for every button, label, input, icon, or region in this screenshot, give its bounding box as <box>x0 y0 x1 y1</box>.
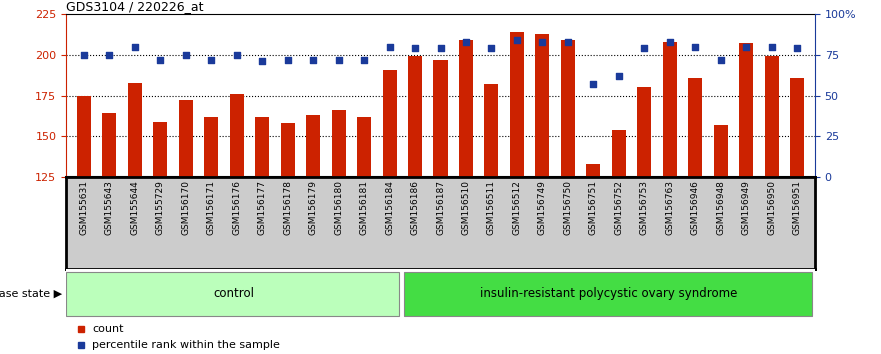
Text: GSM155643: GSM155643 <box>105 180 114 235</box>
Text: control: control <box>213 287 255 300</box>
Point <box>459 39 473 45</box>
Point <box>281 57 295 63</box>
Bar <box>561 40 575 177</box>
Point <box>102 52 116 58</box>
Text: disease state ▶: disease state ▶ <box>0 289 62 299</box>
Point <box>382 44 396 50</box>
Text: GSM156951: GSM156951 <box>793 180 802 235</box>
Text: GSM156176: GSM156176 <box>233 180 241 235</box>
Bar <box>765 57 779 177</box>
Text: GSM156178: GSM156178 <box>283 180 292 235</box>
Bar <box>77 96 91 177</box>
Text: GSM156510: GSM156510 <box>462 180 470 235</box>
Text: GSM156753: GSM156753 <box>640 180 648 235</box>
Text: GSM156752: GSM156752 <box>614 180 623 235</box>
Point <box>790 46 804 51</box>
Point <box>306 57 320 63</box>
Point <box>485 46 499 51</box>
Text: GSM156186: GSM156186 <box>411 180 419 235</box>
Bar <box>637 87 651 177</box>
Text: GSM156751: GSM156751 <box>589 180 598 235</box>
Point <box>561 39 575 45</box>
Point <box>179 52 193 58</box>
Text: insulin-resistant polycystic ovary syndrome: insulin-resistant polycystic ovary syndr… <box>479 287 737 300</box>
Point <box>637 46 651 51</box>
Bar <box>230 94 244 177</box>
Point <box>230 52 244 58</box>
Point <box>688 44 702 50</box>
Point <box>204 57 218 63</box>
Point <box>663 39 677 45</box>
Text: count: count <box>93 324 124 334</box>
Text: GSM156950: GSM156950 <box>767 180 776 235</box>
Bar <box>204 117 218 177</box>
Point <box>510 38 524 43</box>
Text: GSM156177: GSM156177 <box>258 180 267 235</box>
Point <box>408 46 422 51</box>
Text: GSM156181: GSM156181 <box>359 180 368 235</box>
Bar <box>331 110 345 177</box>
Point <box>536 39 550 45</box>
Text: GSM155729: GSM155729 <box>156 180 165 235</box>
Text: GSM156946: GSM156946 <box>691 180 700 235</box>
Bar <box>663 42 677 177</box>
Bar <box>408 57 422 177</box>
Bar <box>179 101 193 177</box>
Bar <box>714 125 728 177</box>
Point <box>331 57 345 63</box>
Point <box>586 81 600 87</box>
Point <box>77 52 91 58</box>
Point <box>765 44 779 50</box>
Text: GSM156179: GSM156179 <box>308 180 318 235</box>
Bar <box>688 78 702 177</box>
Point <box>739 44 753 50</box>
Point <box>433 46 448 51</box>
Bar <box>66 272 399 316</box>
Bar <box>404 272 812 316</box>
Bar <box>153 122 167 177</box>
Text: GSM156763: GSM156763 <box>665 180 674 235</box>
Text: GSM156180: GSM156180 <box>334 180 343 235</box>
Point <box>357 57 371 63</box>
Bar <box>255 117 270 177</box>
Text: GSM155631: GSM155631 <box>79 180 88 235</box>
Bar <box>536 34 550 177</box>
Bar <box>510 32 524 177</box>
Bar <box>611 130 626 177</box>
Bar <box>433 60 448 177</box>
Bar <box>485 84 499 177</box>
Bar <box>587 164 600 177</box>
Point <box>153 57 167 63</box>
Bar <box>739 44 753 177</box>
Bar <box>357 117 371 177</box>
Text: GSM156170: GSM156170 <box>181 180 190 235</box>
Point <box>255 58 270 64</box>
Text: GDS3104 / 220226_at: GDS3104 / 220226_at <box>66 0 204 13</box>
Text: percentile rank within the sample: percentile rank within the sample <box>93 340 280 350</box>
Text: GSM156171: GSM156171 <box>207 180 216 235</box>
Text: GSM156184: GSM156184 <box>385 180 394 235</box>
Text: GSM156511: GSM156511 <box>487 180 496 235</box>
Bar <box>382 69 396 177</box>
Text: GSM156187: GSM156187 <box>436 180 445 235</box>
Point <box>611 73 626 79</box>
Point <box>128 44 142 50</box>
Bar <box>790 78 804 177</box>
Text: GSM156750: GSM156750 <box>563 180 573 235</box>
Text: GSM156948: GSM156948 <box>716 180 725 235</box>
Bar <box>306 115 320 177</box>
Text: GSM156749: GSM156749 <box>538 180 547 235</box>
Text: GSM156949: GSM156949 <box>742 180 751 235</box>
Bar <box>128 82 142 177</box>
Point <box>714 57 728 63</box>
Bar <box>281 123 294 177</box>
Bar <box>459 40 473 177</box>
Text: GSM156512: GSM156512 <box>513 180 522 235</box>
Text: GSM155644: GSM155644 <box>130 180 139 234</box>
Bar <box>102 114 116 177</box>
